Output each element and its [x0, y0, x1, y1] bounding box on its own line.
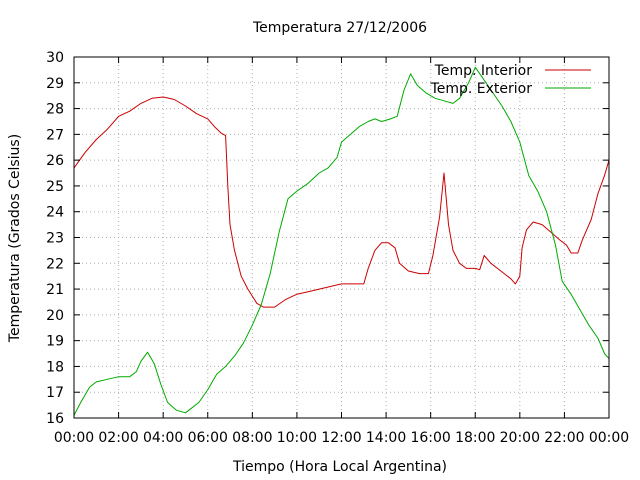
x-tick-label: 08:00 — [232, 430, 272, 446]
x-axis-ticks: 00:00 02:00 04:00 06:00 08:00 10:00 12:00 14:00… — [54, 57, 629, 446]
x-tick-label: 14:00 — [366, 430, 406, 446]
y-tick-label: 27 — [46, 127, 64, 143]
y-tick-label: 20 — [46, 308, 64, 324]
y-tick-label: 19 — [46, 334, 64, 350]
legend-label-interior: Temp. Interior — [434, 63, 533, 79]
legend: Temp. Interior Temp. Exterior — [430, 63, 591, 97]
y-tick-label: 21 — [46, 282, 64, 298]
series-line-interior — [73, 96, 610, 308]
y-tick-label: 30 — [46, 50, 64, 66]
y-tick-label: 24 — [46, 205, 64, 221]
x-tick-label: 04:00 — [143, 430, 183, 446]
x-tick-label: 00:00 — [54, 430, 94, 446]
y-tick-label: 25 — [46, 179, 64, 195]
y-axis-ticks: 16 17 18 19 20 21 22 23 24 25 26 27 28 29 30 — [46, 50, 609, 427]
x-tick-label: 20:00 — [500, 430, 540, 446]
x-tick-label: 06:00 — [188, 430, 228, 446]
y-tick-label: 28 — [46, 102, 64, 118]
x-tick-label: 22:00 — [544, 430, 584, 446]
y-tick-label: 18 — [46, 359, 64, 375]
legend-label-exterior: Temp. Exterior — [430, 81, 533, 97]
y-tick-label: 23 — [46, 231, 64, 247]
x-tick-label: 18:00 — [455, 430, 495, 446]
x-axis-label: Tiempo (Hora Local Argentina) — [232, 459, 447, 475]
x-tick-label: 00:00 — [589, 430, 629, 446]
x-tick-label: 02:00 — [98, 430, 138, 446]
grid — [74, 57, 609, 418]
x-tick-label: 12:00 — [321, 430, 361, 446]
x-tick-label: 16:00 — [410, 430, 450, 446]
y-tick-label: 17 — [46, 385, 64, 401]
y-tick-label: 29 — [46, 76, 64, 92]
y-axis-label: Temperatura (Grados Celsius) — [7, 134, 23, 343]
series-layer — [73, 66, 610, 416]
y-tick-label: 26 — [46, 153, 64, 169]
y-tick-label: 22 — [46, 256, 64, 272]
chart-title: Temperatura 27/12/2006 — [252, 20, 427, 36]
series-line-exterior — [73, 66, 610, 416]
x-tick-label: 10:00 — [277, 430, 317, 446]
y-tick-label: 16 — [46, 411, 64, 427]
